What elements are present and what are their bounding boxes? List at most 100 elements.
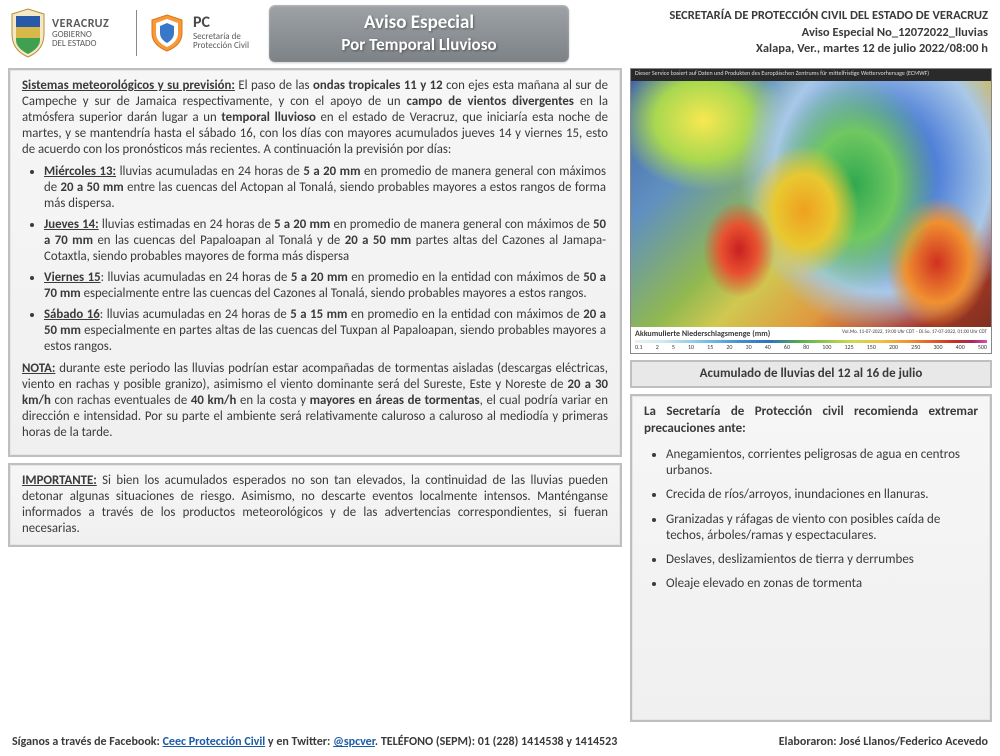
day-bold: 5 a 15 mm (290, 307, 347, 322)
importante-box: IMPORTANTE: Si bien los acumulados esper… (8, 463, 622, 547)
nota-text: durante este periodo las lluvias podrían… (22, 361, 608, 392)
pc-line2: Protección Civil (193, 41, 249, 50)
day-lead: Miércoles 13: (44, 164, 116, 179)
intro-bold: ondas tropicales 11 y 12 (313, 78, 443, 93)
recommendation-item: Deslaves, deslizamientos de tierra y der… (666, 552, 978, 568)
footer-text: . TELÉFONO (SEPM): 01 (228) 1414538 y 14… (375, 735, 617, 749)
legend-value: 400 (956, 344, 965, 352)
legend-value: 30 (746, 344, 752, 352)
nota-text: con rachas eventuales de (51, 393, 191, 408)
logo-pc: PC Secretaría de Protección Civil (147, 6, 257, 60)
logo-veracruz-text: VERACRUZ GOBIERNO DEL ESTADO (52, 18, 109, 48)
nota-lead: NOTA: (22, 361, 55, 376)
legend-value: 40 (765, 344, 771, 352)
intro-bold: campo de vientos divergentes (407, 94, 574, 109)
nota-paragraph: NOTA: durante este periodo las lluvias p… (22, 361, 608, 441)
day-text: en promedio en la entidad con máximos de (348, 270, 583, 285)
legend-value: 150 (867, 344, 876, 352)
pc-big: PC (193, 15, 249, 32)
logo-veracruz: VERACRUZ GOBIERNO DEL ESTADO (8, 6, 126, 60)
right-column: Dieser Service basiert auf Daten und Pro… (630, 68, 992, 722)
recommendation-item: Crecida de ríos/arroyos, inundaciones en… (666, 487, 978, 503)
recommendations-box: La Secretaría de Protección civil recomi… (630, 394, 992, 722)
day-text: lluvias estimadas en 24 horas de (99, 217, 274, 232)
title-line2: Por Temporal Lluvioso (281, 34, 557, 55)
footer-left: Síganos a través de Facebook: Ceec Prote… (12, 735, 617, 750)
legend-title-row: Akkumulierte Niederschlagsmenge (mm) Vol… (635, 329, 987, 339)
intro-bold: temporal lluvioso (221, 110, 315, 125)
day-text: en promedio de manera general con máximo… (330, 217, 593, 232)
day-bold: 5 a 20 mm (291, 270, 348, 285)
legend-value: 0.1 (635, 344, 643, 352)
intro-paragraph: Sistemas meteorológicos y su previsión: … (22, 78, 608, 158)
day-text: : lluvias acumuladas en 24 horas de (101, 270, 291, 285)
recommendation-item: Oleaje elevado en zonas de tormenta (666, 576, 978, 592)
precipitation-map: Dieser Service basiert auf Daten und Pro… (631, 69, 991, 327)
twitter-link[interactable]: @spcver (333, 735, 375, 749)
recommendations-title: La Secretaría de Protección civil recomi… (644, 404, 978, 437)
divider (136, 10, 137, 56)
shield-icon (8, 8, 48, 58)
daily-forecast-list: Miércoles 13: lluvias acumuladas en 24 h… (22, 164, 608, 355)
legend-value: 15 (707, 344, 713, 352)
day-text: en las cuencas del Papaloapan al Tonalá … (93, 233, 345, 248)
main-columns: Sistemas meteorológicos y su previsión: … (0, 66, 1000, 722)
nota-bold: mayores en áreas de tormentas (310, 393, 480, 408)
day-bold: 20 a 50 mm (60, 180, 123, 195)
forecast-day: Sábado 16: lluvias acumuladas en 24 hora… (44, 307, 608, 355)
recommendations-list: Anegamientos, corrientes peligrosas de a… (644, 447, 978, 593)
forecast-box: Sistemas meteorológicos y su previsión: … (8, 68, 622, 457)
footer-text: Síganos a través de Facebook: (12, 735, 163, 749)
day-bold: 5 a 20 mm (274, 217, 330, 232)
header-meta: SECRETARÍA DE PROTECCIÓN CIVIL DEL ESTAD… (581, 8, 992, 58)
day-text: en promedio en la entidad con máximos de (347, 307, 583, 322)
day-text: especialmente en partes altas de las cue… (44, 323, 606, 354)
legend-value: 500 (978, 344, 987, 352)
map-legend: Akkumulierte Niederschlagsmenge (mm) Vol… (631, 327, 991, 353)
footer-text: y en Twitter: (265, 735, 333, 749)
day-text: lluvias acumuladas en 24 horas de (116, 164, 303, 179)
legend-value: 10 (688, 344, 694, 352)
map-container: Dieser Service basiert auf Daten und Pro… (630, 68, 992, 354)
logo-pc-text: PC Secretaría de Protección Civil (193, 15, 249, 51)
veracruz-gov2: DEL ESTADO (52, 39, 109, 48)
legend-title: Akkumulierte Niederschlagsmenge (mm) (635, 329, 770, 339)
legend-value: 200 (889, 344, 898, 352)
day-bold: 5 a 20 mm (303, 164, 360, 179)
day-text: : lluvias acumuladas en 24 horas de (100, 307, 291, 322)
legend-value: 125 (845, 344, 854, 352)
forecast-day: Miércoles 13: lluvias acumuladas en 24 h… (44, 164, 608, 212)
footer-authors: Elaboraron: José Llanos/Federico Acevedo (779, 735, 988, 750)
legend-value: 300 (933, 344, 942, 352)
map-caption: Acumulado de lluvias del 12 al 16 de jul… (630, 360, 992, 388)
footer: Síganos a través de Facebook: Ceec Prote… (0, 731, 1000, 756)
nota-bold: 40 km/h (191, 393, 237, 408)
intro-text: El paso de las (238, 78, 313, 93)
facebook-link[interactable]: Ceec Protección Civil (163, 735, 266, 749)
day-text: especialmente entre las cuencas del Cazo… (81, 286, 587, 301)
place-date: Xalapa, Ver., martes 12 de julio 2022/08… (581, 41, 988, 57)
day-lead: Viernes 15 (44, 270, 101, 285)
bulletin-no: Aviso Especial No_12072022_lluvias (581, 25, 988, 41)
recommendation-item: Granizadas y ráfagas de viento con posib… (666, 512, 978, 545)
day-bold: 20 a 50 mm (345, 233, 411, 248)
nota-text: en la costa y (236, 393, 309, 408)
header: VERACRUZ GOBIERNO DEL ESTADO PC Secretar… (0, 0, 1000, 66)
legend-dates: Vol.Mo. 11-07-2022, 19:00 Uhr CDT – Di.S… (842, 329, 987, 339)
map-attribution: Dieser Service basiert auf Daten und Pro… (631, 69, 991, 81)
legend-value: 60 (784, 344, 790, 352)
pc-icon (147, 13, 187, 53)
day-text: entre las cuencas del Actopan al Tonalá,… (44, 180, 606, 211)
left-column: Sistemas meteorológicos y su previsión: … (8, 68, 622, 722)
intro-lead: Sistemas meteorológicos y su previsión: (22, 78, 235, 93)
legend-value: 80 (803, 344, 809, 352)
legend-value: 5 (672, 344, 675, 352)
importante-lead: IMPORTANTE: (22, 473, 97, 488)
importante-paragraph: IMPORTANTE: Si bien los acumulados esper… (22, 473, 608, 537)
legend-value: 100 (822, 344, 831, 352)
day-lead: Sábado 16 (44, 307, 100, 322)
agency-name: SECRETARÍA DE PROTECCIÓN CIVIL DEL ESTAD… (581, 8, 988, 24)
importante-text: Si bien los acumulados esperados no son … (22, 473, 608, 536)
legend-values: 0.12510152030406080100125150200250300400… (635, 344, 987, 352)
recommendation-item: Anegamientos, corrientes peligrosas de a… (666, 447, 978, 480)
